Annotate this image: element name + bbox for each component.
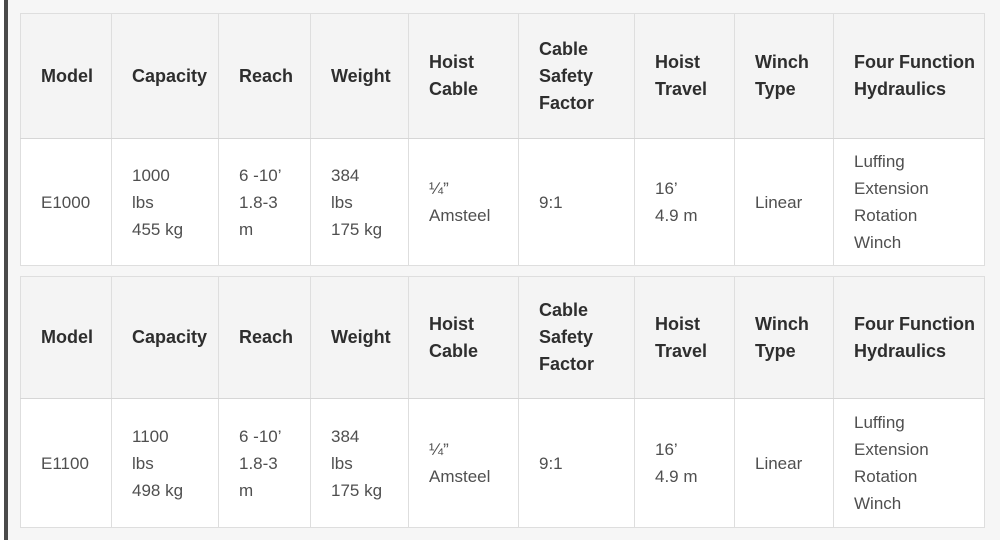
header-cable-safety-factor: Cable Safety Factor — [518, 276, 635, 399]
cell-cable-safety-factor: 9:1 — [518, 398, 635, 528]
cell-hoist-travel: 16’ 4.9 m — [634, 138, 735, 266]
cell-capacity: 1100 lbs 498 kg — [111, 398, 219, 528]
cell-model: E1000 — [20, 138, 112, 266]
spec-table-e1100: Model Capacity Reach Weight Hoist Cable … — [20, 276, 985, 528]
cell-four-function-hydraulics: Luffing Extension Rotation Winch — [833, 398, 985, 528]
header-hoist-cable: Hoist Cable — [408, 13, 519, 139]
cell-winch-type: Linear — [734, 398, 834, 528]
header-reach: Reach — [218, 13, 311, 139]
header-winch-type: Winch Type — [734, 13, 834, 139]
header-four-function-hydraulics: Four Function Hydraulics — [833, 13, 985, 139]
header-capacity: Capacity — [111, 13, 219, 139]
cell-winch-type: Linear — [734, 138, 834, 266]
header-reach: Reach — [218, 276, 311, 399]
cell-four-function-hydraulics: Luffing Extension Rotation Winch — [833, 138, 985, 266]
cell-model: E1100 — [20, 398, 112, 528]
data-row-e1000: E1000 1000 lbs 455 kg 6 -10’ 1.8-3 m 384… — [20, 138, 985, 266]
cell-capacity: 1000 lbs 455 kg — [111, 138, 219, 266]
header-row: Model Capacity Reach Weight Hoist Cable … — [20, 276, 985, 399]
cell-cable-safety-factor: 9:1 — [518, 138, 635, 266]
header-hoist-cable: Hoist Cable — [408, 276, 519, 399]
header-model: Model — [20, 276, 112, 399]
cell-hoist-travel: 16’ 4.9 m — [634, 398, 735, 528]
header-row: Model Capacity Reach Weight Hoist Cable … — [20, 13, 985, 139]
header-four-function-hydraulics: Four Function Hydraulics — [833, 276, 985, 399]
header-winch-type: Winch Type — [734, 276, 834, 399]
header-hoist-travel: Hoist Travel — [634, 276, 735, 399]
data-row-e1100: E1100 1100 lbs 498 kg 6 -10’ 1.8-3 m 384… — [20, 398, 985, 528]
cell-reach: 6 -10’ 1.8-3 m — [218, 398, 311, 528]
header-cable-safety-factor: Cable Safety Factor — [518, 13, 635, 139]
cell-hoist-cable: ¼” Amsteel — [408, 398, 519, 528]
page-left-margin — [0, 0, 4, 540]
cell-reach: 6 -10’ 1.8-3 m — [218, 138, 311, 266]
cell-hoist-cable: ¼” Amsteel — [408, 138, 519, 266]
header-weight: Weight — [310, 13, 409, 139]
left-edge-divider — [4, 0, 8, 540]
header-hoist-travel: Hoist Travel — [634, 13, 735, 139]
header-weight: Weight — [310, 276, 409, 399]
spec-table-e1000: Model Capacity Reach Weight Hoist Cable … — [20, 13, 985, 266]
cell-weight: 384 lbs 175 kg — [310, 398, 409, 528]
cell-weight: 384 lbs 175 kg — [310, 138, 409, 266]
header-model: Model — [20, 13, 112, 139]
header-capacity: Capacity — [111, 276, 219, 399]
